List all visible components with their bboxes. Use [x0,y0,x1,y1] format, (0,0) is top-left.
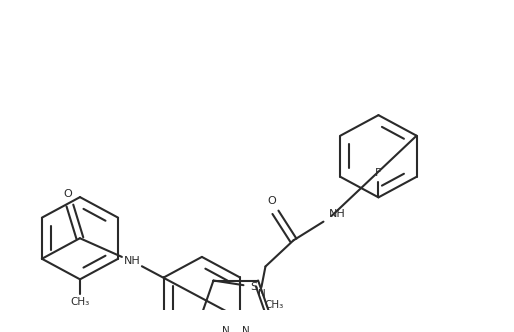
Text: N: N [222,326,230,332]
Text: O: O [64,189,72,199]
Text: NH: NH [123,256,140,266]
Text: S: S [250,282,257,292]
Text: N: N [242,326,250,332]
Text: N: N [258,289,266,298]
Text: NH: NH [329,209,346,219]
Text: CH₃: CH₃ [265,300,284,310]
Text: F: F [375,168,381,178]
Text: CH₃: CH₃ [70,297,89,307]
Text: O: O [267,196,276,206]
